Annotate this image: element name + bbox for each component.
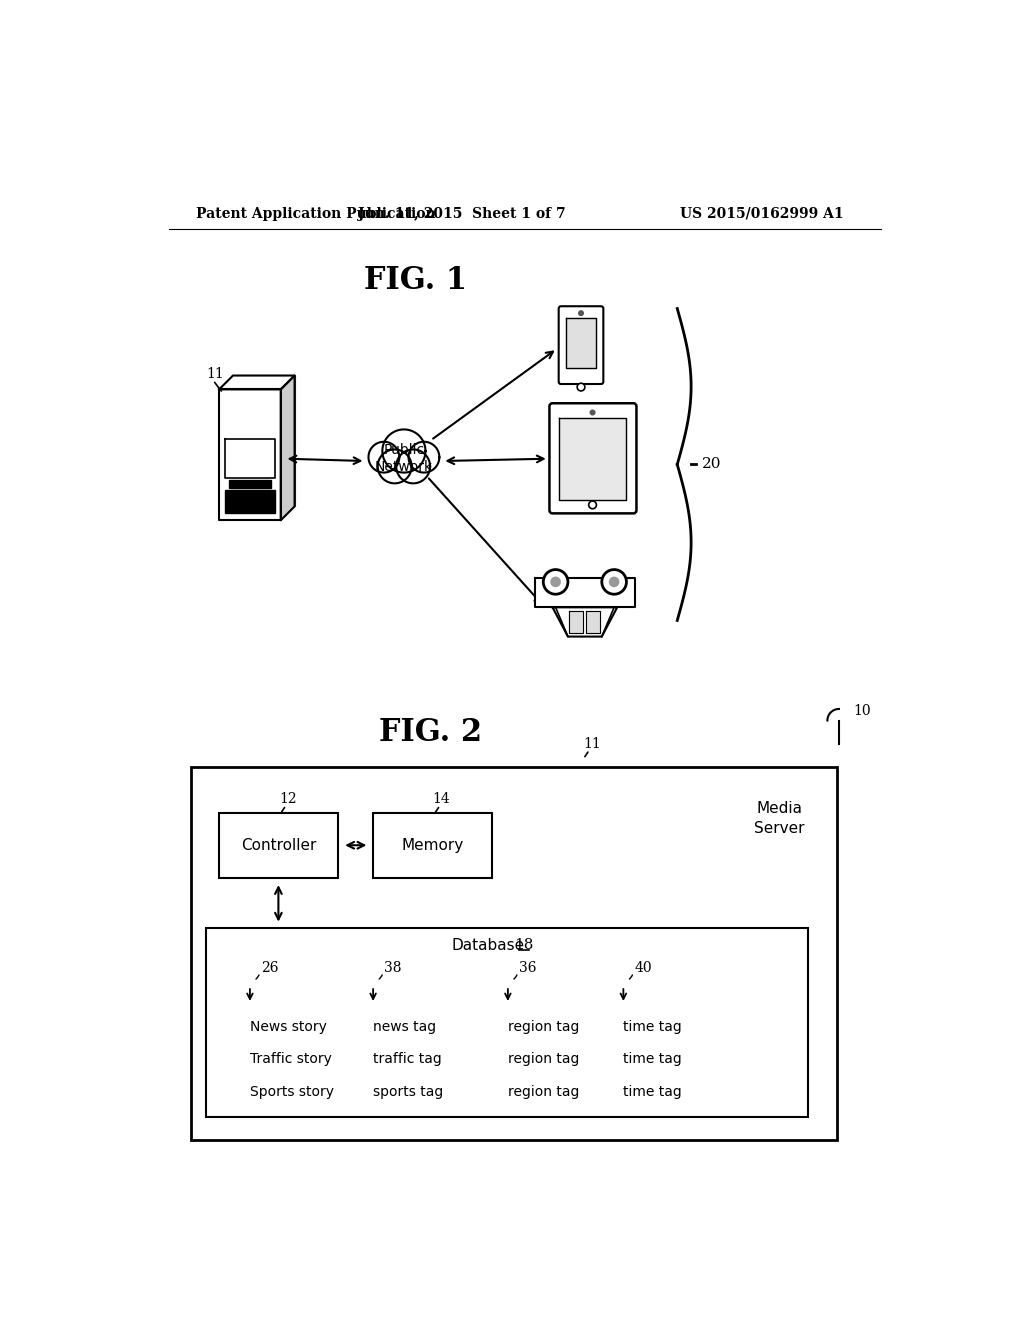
Text: time tag: time tag: [624, 1052, 682, 1067]
Bar: [206, 928, 808, 1117]
Text: 40: 40: [634, 961, 651, 975]
Text: US 2015/0162999 A1: US 2015/0162999 A1: [680, 207, 844, 220]
Polygon shape: [225, 440, 274, 478]
Text: 38: 38: [384, 961, 401, 975]
Polygon shape: [553, 607, 617, 636]
Polygon shape: [565, 318, 596, 368]
Text: traffic tag: traffic tag: [373, 1052, 442, 1067]
Text: time tag: time tag: [624, 1020, 682, 1034]
Polygon shape: [569, 611, 584, 634]
Text: Memory: Memory: [401, 838, 464, 853]
FancyBboxPatch shape: [550, 404, 637, 513]
Text: news tag: news tag: [373, 1020, 436, 1034]
Polygon shape: [281, 376, 295, 520]
Text: 11: 11: [207, 367, 224, 381]
Text: 18: 18: [514, 939, 534, 952]
Text: Database: Database: [452, 937, 524, 953]
Polygon shape: [587, 611, 600, 634]
Circle shape: [602, 570, 627, 594]
Text: Media
Server: Media Server: [755, 801, 805, 836]
Text: 36: 36: [518, 961, 537, 975]
Text: FIG. 1: FIG. 1: [364, 264, 467, 296]
Circle shape: [551, 577, 560, 586]
Circle shape: [396, 449, 430, 483]
FancyBboxPatch shape: [559, 306, 603, 384]
Polygon shape: [535, 578, 635, 607]
Circle shape: [409, 442, 439, 473]
Text: 14: 14: [433, 792, 451, 807]
Polygon shape: [559, 418, 626, 499]
Bar: [373, 813, 493, 878]
Text: region tag: region tag: [508, 1085, 580, 1098]
Text: region tag: region tag: [508, 1052, 580, 1067]
Text: 10: 10: [853, 705, 870, 718]
Text: 20: 20: [701, 458, 721, 471]
Polygon shape: [219, 376, 295, 389]
Text: FIG. 2: FIG. 2: [379, 717, 482, 747]
Circle shape: [589, 502, 596, 508]
Text: Sports story: Sports story: [250, 1085, 334, 1098]
Text: 26: 26: [261, 961, 279, 975]
Text: Jun. 11, 2015  Sheet 1 of 7: Jun. 11, 2015 Sheet 1 of 7: [357, 207, 565, 220]
Circle shape: [544, 570, 568, 594]
Text: sports tag: sports tag: [373, 1085, 443, 1098]
Circle shape: [590, 411, 595, 414]
Text: News story: News story: [250, 1020, 327, 1034]
Bar: [190, 767, 838, 1140]
Text: region tag: region tag: [508, 1020, 580, 1034]
Text: 11: 11: [584, 737, 601, 751]
Text: Public
Network: Public Network: [375, 444, 433, 474]
Circle shape: [578, 383, 585, 391]
Text: Patent Application Publication: Patent Application Publication: [196, 207, 435, 220]
Bar: [219, 813, 339, 878]
Text: Traffic story: Traffic story: [250, 1052, 332, 1067]
Circle shape: [382, 429, 425, 473]
Circle shape: [369, 442, 399, 473]
Circle shape: [579, 312, 584, 315]
Polygon shape: [219, 389, 281, 520]
Text: time tag: time tag: [624, 1085, 682, 1098]
Text: 12: 12: [279, 792, 297, 807]
Circle shape: [609, 577, 618, 586]
Circle shape: [378, 449, 412, 483]
Text: Controller: Controller: [241, 838, 316, 853]
Polygon shape: [229, 480, 270, 488]
Polygon shape: [225, 490, 274, 512]
